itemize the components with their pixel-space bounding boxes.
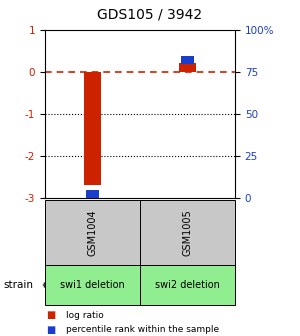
Text: GSM1004: GSM1004 [88,209,98,256]
Text: strain: strain [3,280,33,290]
Bar [86,190,99,198]
Text: GSM1005: GSM1005 [182,209,193,256]
Bar [181,56,194,65]
Text: swi1 deletion: swi1 deletion [60,280,125,290]
Text: swi2 deletion: swi2 deletion [155,280,220,290]
Text: percentile rank within the sample: percentile rank within the sample [66,325,219,334]
Bar [84,72,101,185]
Text: GDS105 / 3942: GDS105 / 3942 [98,8,202,22]
Text: ■: ■ [46,325,56,335]
Bar [179,63,196,72]
Text: log ratio: log ratio [66,310,104,320]
Text: ■: ■ [46,310,56,320]
